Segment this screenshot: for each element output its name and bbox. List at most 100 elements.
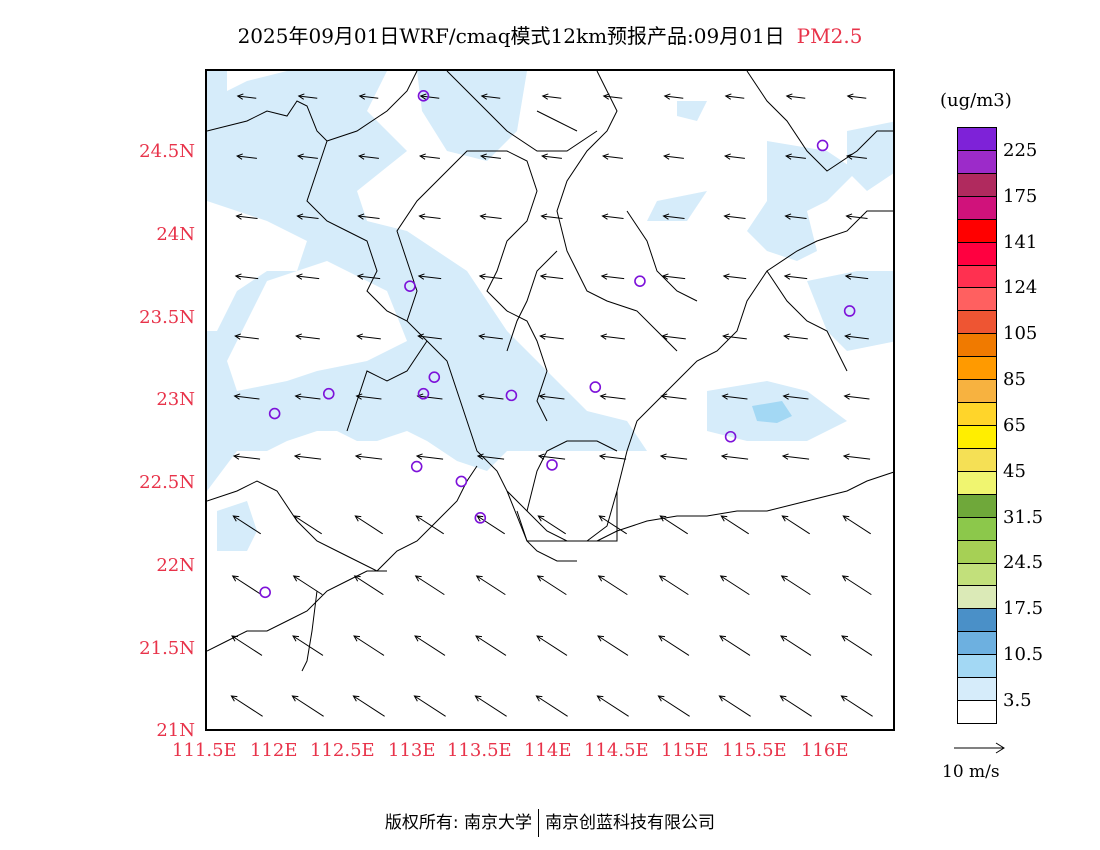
- wind-arrow-head: [297, 93, 305, 100]
- wind-arrow: [597, 695, 629, 717]
- wind-arrow-head: [658, 635, 666, 642]
- wind-arrow-head: [779, 695, 787, 702]
- wind-arrow: [599, 455, 627, 460]
- wind-arrow-head: [720, 453, 728, 460]
- colorbar-cell: [957, 562, 997, 587]
- wind-arrow: [720, 575, 750, 596]
- wind-arrow-head: [846, 93, 854, 100]
- footer-divider: [538, 809, 540, 837]
- colorbar-unit: (ug/m3): [940, 90, 1012, 111]
- colorbar-cell: [957, 539, 997, 564]
- station-marker: [634, 275, 646, 287]
- wind-arrow-head: [541, 153, 548, 160]
- wind-arrow-head: [537, 515, 545, 522]
- lon-label: 115.5E: [722, 740, 787, 761]
- wind-arrow: [540, 275, 564, 280]
- wind-arrow: [539, 395, 565, 400]
- wind-arrow-head: [414, 635, 422, 642]
- wind-arrow: [725, 155, 745, 159]
- wind-arrow: [603, 155, 623, 159]
- wind-arrow-head: [536, 635, 544, 642]
- copyright-text: 版权所有: 南京大学: [384, 813, 533, 833]
- wind-arrow-head: [354, 515, 362, 522]
- station-marker: [455, 475, 468, 488]
- lon-label: 112.5E: [310, 740, 375, 761]
- wind-arrow: [785, 215, 807, 220]
- wind-arrow: [782, 455, 810, 460]
- wind-arrow-head: [476, 453, 484, 460]
- wind-arrow-head: [291, 695, 299, 702]
- station-marker: [546, 459, 558, 471]
- wind-arrow: [659, 575, 689, 596]
- lat-label: 22.5N: [139, 472, 195, 493]
- wind-arrow: [536, 695, 568, 717]
- pm25-shading-light: [207, 71, 893, 551]
- wind-arrow-head: [785, 93, 793, 100]
- colorbar-cell: [957, 654, 997, 679]
- colorbar-cell: [957, 402, 997, 426]
- wind-arrow-head: [538, 393, 546, 400]
- wind-arrow: [664, 155, 684, 159]
- wind-arrow-head: [659, 515, 667, 522]
- wind-arrow-head: [475, 575, 483, 582]
- wind-arrow: [237, 155, 257, 159]
- colorbar-cell: [957, 447, 997, 472]
- wind-arrow: [419, 215, 441, 220]
- wind-arrow: [600, 395, 626, 400]
- colorbar-tick-label: 85: [1003, 369, 1026, 390]
- wind-arrow-head: [724, 153, 731, 160]
- colorbar-tick-label: 124: [1003, 277, 1038, 298]
- wind-arrow-head: [663, 153, 670, 160]
- wind-arrow: [841, 695, 873, 717]
- wind-arrow: [719, 635, 751, 656]
- wind-arrow: [784, 275, 808, 280]
- wind-arrow-head: [232, 453, 240, 460]
- wind-arrow-head: [236, 93, 244, 100]
- wind-arrow: [477, 455, 505, 460]
- colorbar-tick-label: 24.5: [1003, 552, 1044, 573]
- lon-label: 114E: [524, 740, 572, 761]
- wind-arrow: [417, 395, 443, 400]
- wind-arrow-head: [783, 333, 791, 340]
- wind-arrow-head: [598, 515, 606, 522]
- wind-arrow: [719, 695, 751, 717]
- wind-arrow: [481, 95, 501, 99]
- wind-arrow-head: [602, 93, 610, 100]
- wind-arrow: [355, 515, 383, 535]
- footer-copyright: 版权所有: 南京大学 南京创蓝科技有限公司: [0, 808, 1100, 837]
- wind-arrow: [846, 215, 868, 220]
- colorbar-cell: [957, 172, 997, 197]
- wind-arrow-head: [782, 393, 790, 400]
- wind-arrow-head: [353, 635, 361, 642]
- wind-arrow: [842, 575, 872, 596]
- wind-arrow: [479, 335, 503, 340]
- wind-arrow-head: [845, 213, 853, 220]
- wind-reference-label: 10 m/s: [942, 762, 1000, 782]
- colorbar-tick-label: 3.5: [1003, 690, 1032, 711]
- wind-arrow: [237, 95, 257, 99]
- wind-arrow-head: [415, 453, 423, 460]
- wind-arrow-head: [476, 515, 484, 522]
- wind-arrow-head: [596, 695, 604, 702]
- wind-arrow-head: [413, 695, 421, 702]
- wind-arrow-head: [535, 695, 543, 702]
- wind-arrow: [295, 395, 321, 400]
- wind-arrow: [538, 515, 566, 535]
- wind-arrow-head: [844, 273, 852, 280]
- monitoring-stations: [259, 90, 856, 599]
- wind-arrow-head: [234, 333, 242, 340]
- wind-arrow-head: [293, 453, 301, 460]
- wind-arrow: [356, 395, 382, 400]
- wind-arrow-head: [358, 153, 365, 160]
- lat-label: 23N: [156, 389, 195, 410]
- wind-arrow: [479, 275, 503, 280]
- station-marker: [505, 389, 518, 402]
- wind-arrow: [297, 215, 319, 220]
- wind-arrow-head: [840, 695, 848, 702]
- wind-arrow: [414, 695, 446, 717]
- wind-arrow: [233, 455, 261, 460]
- wind-arrow: [416, 515, 444, 535]
- wind-arrow-head: [296, 213, 304, 220]
- wind-arrow-head: [417, 333, 425, 340]
- wind-arrow: [476, 575, 506, 596]
